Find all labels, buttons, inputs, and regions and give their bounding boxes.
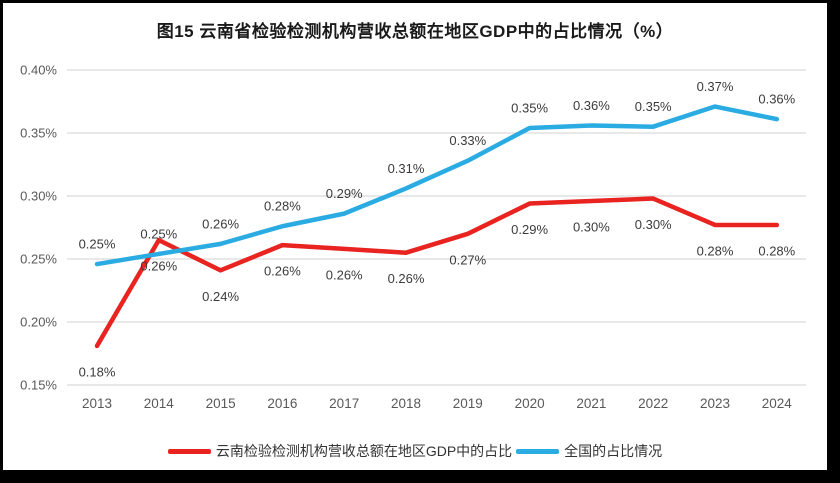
data-label: 0.28% bbox=[697, 243, 734, 258]
data-label: 0.26% bbox=[140, 259, 177, 274]
data-label: 0.18% bbox=[79, 364, 116, 379]
data-label: 0.26% bbox=[388, 271, 425, 286]
data-label: 0.29% bbox=[326, 186, 363, 201]
data-label: 0.26% bbox=[326, 267, 363, 282]
legend-label-yunnan: 云南检验检测机构营收总额在地区GDP中的占比 bbox=[215, 443, 513, 459]
data-label: 0.36% bbox=[758, 92, 795, 107]
legend: 云南检验检测机构营收总额在地区GDP中的占比 全国的占比情况 bbox=[3, 441, 827, 461]
data-label: 0.25% bbox=[140, 226, 177, 241]
data-label: 0.30% bbox=[573, 220, 610, 235]
y-axis-tick-label: 0.35% bbox=[20, 126, 57, 141]
x-axis-tick-label: 2023 bbox=[700, 396, 730, 411]
data-label: 0.36% bbox=[573, 98, 610, 113]
x-axis-tick-label: 2017 bbox=[329, 396, 359, 411]
data-label: 0.27% bbox=[449, 252, 486, 267]
plot-area: 0.40% 0.35% 0.30% 0.25% 0.20% 0.15% 2013 2014 20… bbox=[20, 63, 806, 411]
data-label: 0.24% bbox=[202, 289, 239, 304]
x-axis-tick-label: 2020 bbox=[515, 396, 545, 411]
y-axis-tick-label: 0.20% bbox=[20, 315, 57, 330]
data-label: 0.26% bbox=[264, 264, 301, 279]
x-axis-tick-label: 2014 bbox=[144, 396, 175, 411]
legend-label-national: 全国的占比情况 bbox=[564, 443, 663, 459]
data-label: 0.33% bbox=[449, 133, 486, 148]
legend-item-national: 全国的占比情况 bbox=[516, 441, 662, 461]
yunnan-line-swatch bbox=[167, 448, 211, 454]
data-label: 0.37% bbox=[697, 79, 734, 94]
data-label: 0.26% bbox=[202, 216, 239, 231]
data-label: 0.25% bbox=[79, 237, 116, 252]
national-line bbox=[94, 104, 780, 267]
y-axis-tick-label: 0.30% bbox=[20, 189, 57, 204]
data-label: 0.30% bbox=[635, 217, 672, 232]
x-axis-tick-label: 2024 bbox=[762, 396, 793, 411]
chart-title: 图15 云南省检验检测机构营收总额在地区GDP中的占比情况（%） bbox=[156, 22, 674, 41]
chart-canvas: 图15 云南省检验检测机构营收总额在地区GDP中的占比情况（%） 0.40% 0.… bbox=[3, 3, 827, 470]
x-axis-tick-label: 2013 bbox=[82, 396, 112, 411]
x-axis-tick-label: 2015 bbox=[206, 396, 236, 411]
data-label: 0.31% bbox=[388, 161, 425, 176]
national-line-swatch bbox=[516, 448, 560, 454]
data-label: 0.35% bbox=[511, 100, 548, 115]
x-axis-tick-label: 2018 bbox=[391, 396, 421, 411]
data-label: 0.28% bbox=[758, 243, 795, 258]
y-axis-tick-label: 0.40% bbox=[20, 63, 57, 78]
x-axis-tick-label: 2019 bbox=[453, 396, 483, 411]
x-axis-tick-label: 2022 bbox=[638, 396, 668, 411]
data-label: 0.29% bbox=[511, 222, 548, 237]
data-label: 0.35% bbox=[635, 99, 672, 114]
x-axis-tick-label: 2016 bbox=[267, 396, 297, 411]
legend-item-yunnan: 云南检验检测机构营收总额在地区GDP中的占比 bbox=[167, 441, 513, 461]
y-axis-tick-label: 0.15% bbox=[20, 378, 57, 393]
yunnan-line bbox=[94, 196, 780, 349]
data-label: 0.28% bbox=[264, 199, 301, 214]
y-axis-tick-label: 0.25% bbox=[20, 252, 57, 267]
x-axis-tick-label: 2021 bbox=[576, 396, 606, 411]
